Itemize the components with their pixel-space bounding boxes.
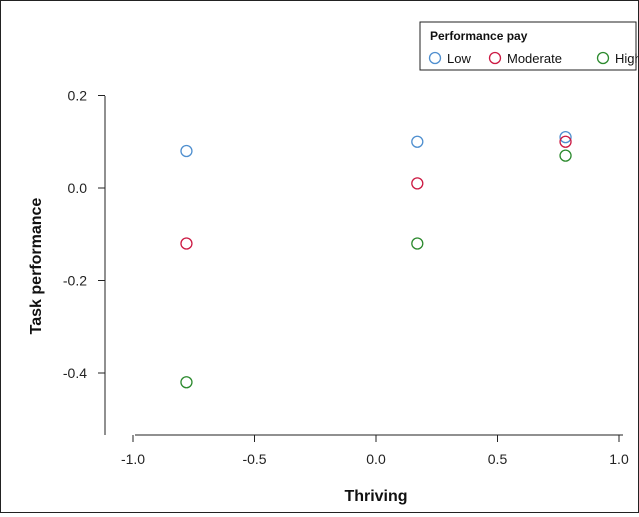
legend-marker-high — [596, 51, 610, 65]
x-tick-label: 1.0 — [609, 451, 629, 467]
legend-label-low: Low — [447, 51, 471, 66]
y-tick-label: 0.0 — [68, 180, 88, 196]
point-moderate — [559, 135, 572, 148]
x-tick-label: 0.5 — [488, 451, 508, 467]
y-tick-label: 0.2 — [68, 88, 88, 104]
legend-items: Low Moderate High — [428, 51, 639, 66]
x-tick-label: -0.5 — [242, 451, 266, 467]
x-tick-label: 0.0 — [366, 451, 386, 467]
data-points — [180, 130, 572, 389]
axes — [104, 96, 623, 436]
point-high — [411, 237, 424, 250]
y-ticks: 0.2 0.0 -0.2 -0.4 — [63, 88, 105, 381]
point-moderate — [411, 177, 424, 190]
y-axis-title: Task performance — [28, 198, 45, 335]
legend-label-high: High — [615, 51, 638, 66]
point-high — [559, 149, 572, 162]
y-tick-label: -0.2 — [63, 273, 87, 289]
point-low — [180, 144, 193, 158]
legend-marker-moderate — [488, 51, 502, 65]
point-high — [180, 376, 193, 389]
point-low — [559, 130, 572, 144]
x-tick-label: -1.0 — [121, 451, 145, 467]
legend: Performance pay Low Moderate High — [419, 21, 639, 71]
x-ticks: -1.0 -0.5 0.0 0.5 1.0 — [121, 435, 629, 467]
point-low — [411, 135, 424, 148]
legend-marker-low — [428, 51, 442, 65]
point-moderate — [180, 237, 193, 250]
x-axis-title: Thriving — [344, 488, 407, 505]
legend-label-moderate: Moderate — [507, 51, 562, 66]
y-tick-label: -0.4 — [63, 365, 87, 381]
legend-title: Performance pay — [430, 29, 528, 43]
